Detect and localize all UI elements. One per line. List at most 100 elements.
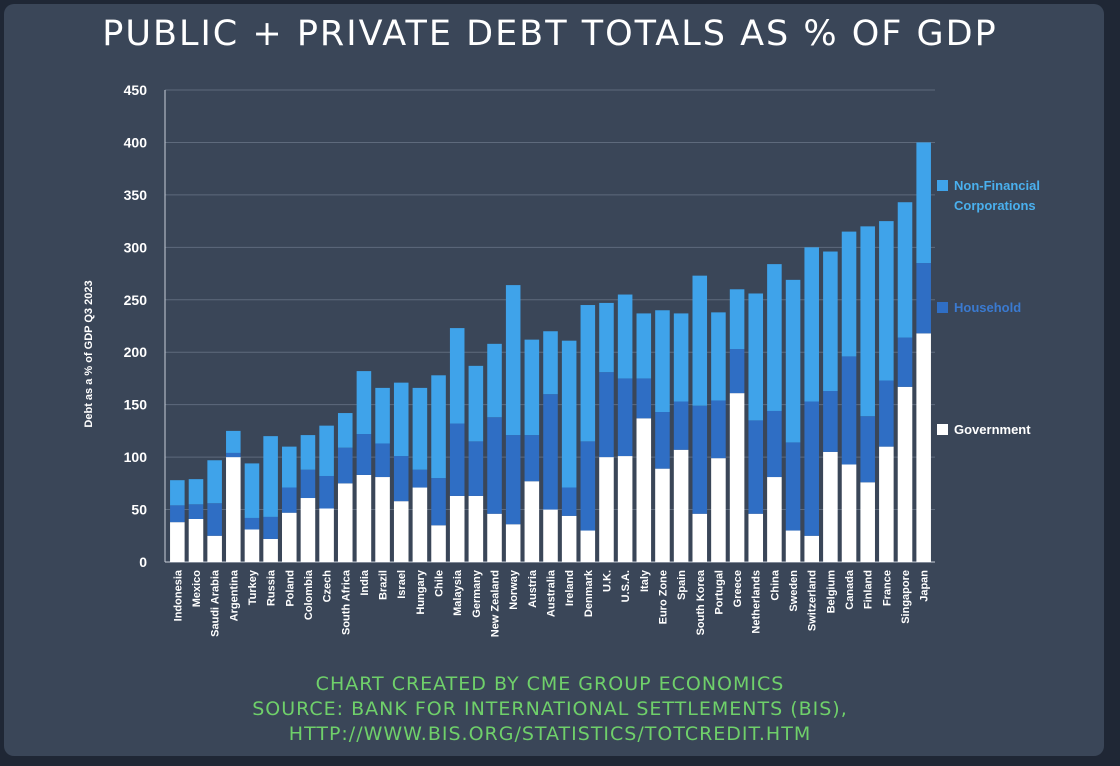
bar-corporations [655, 310, 670, 413]
bar-corporations [356, 371, 372, 435]
bar-corporations [711, 312, 726, 401]
bar-government [823, 451, 838, 562]
bar-household [244, 517, 260, 530]
bar-corporations [393, 382, 409, 457]
bar-corporations [337, 413, 353, 448]
x-tick-label: Argentina [228, 569, 240, 621]
source-line-credit: CHART CREATED BY CME GROUP ECONOMICS [315, 673, 785, 695]
x-tick-label: Colombia [303, 569, 315, 620]
x-tick-label: Finland [863, 570, 875, 609]
x-tick-label: Australia [546, 569, 558, 617]
bar-household [412, 469, 428, 488]
bar-government [263, 538, 278, 562]
bar-household [431, 478, 446, 526]
bar-household [543, 394, 558, 510]
x-tick-label: China [769, 569, 781, 600]
bar-government [879, 446, 894, 562]
bar-corporations [226, 430, 241, 453]
bar-corporations [785, 279, 801, 443]
bar-government [860, 482, 875, 562]
bar-corporations [860, 226, 875, 417]
bar-government [711, 458, 726, 562]
bar-household [375, 443, 390, 478]
legend-swatch [937, 424, 948, 435]
bar-household [897, 337, 913, 387]
bar-government [282, 512, 297, 562]
bar-government [729, 393, 745, 562]
bar-corporations [692, 275, 708, 406]
bar-corporations [207, 460, 222, 504]
bar-government [337, 483, 353, 562]
x-tick-label: Norway [508, 569, 520, 610]
bar-government [916, 333, 931, 562]
bar-household [226, 452, 241, 458]
bar-household [599, 372, 614, 458]
bar-corporations [580, 305, 596, 442]
bar-government [226, 457, 241, 562]
bar-corporations [431, 375, 446, 479]
bar-household [487, 417, 502, 514]
y-tick-label: 250 [124, 292, 148, 308]
chart-title: PUBLIC + PRIVATE DEBT TOTALS AS % OF GDP [102, 14, 998, 54]
x-tick-label: Ireland [564, 570, 576, 606]
bar-household [636, 378, 652, 419]
bar-household [804, 401, 819, 536]
x-tick-label: Greece [732, 570, 744, 607]
bar-household [282, 487, 297, 513]
bar-government [524, 481, 540, 562]
bar-government [580, 530, 596, 562]
bar-corporations [543, 331, 558, 395]
bar-government [244, 529, 260, 562]
x-tick-label: India [359, 569, 371, 596]
bar-corporations [841, 231, 857, 357]
bar-household [823, 391, 838, 452]
bar-government [767, 477, 782, 562]
x-tick-label: U.K. [601, 570, 613, 592]
bar-corporations [188, 479, 204, 505]
source-note: CHART CREATED BY CME GROUP ECONOMICS SOU… [0, 672, 1100, 747]
legend-label: Corporations [954, 198, 1036, 213]
bar-household [188, 504, 204, 519]
bar-government [207, 535, 222, 562]
bar-government [170, 522, 185, 562]
bar-household [300, 469, 316, 499]
legend-swatch [937, 302, 948, 313]
bar-government [449, 495, 465, 562]
x-tick-label: Belgium [825, 570, 837, 614]
bar-government [561, 515, 577, 562]
bar-household [673, 401, 689, 450]
bar-corporations [319, 425, 334, 476]
bar-government [655, 468, 670, 562]
x-tick-label: U.S.A. [620, 570, 632, 602]
bar-corporations [412, 387, 428, 470]
bar-government [897, 386, 913, 562]
bar-household [263, 516, 278, 539]
bar-government [599, 457, 614, 562]
bar-household [879, 380, 894, 447]
bar-household [580, 441, 596, 531]
bar-government [804, 535, 819, 562]
bar-household [785, 442, 801, 531]
y-tick-label: 100 [124, 449, 148, 465]
x-tick-label: Austria [527, 569, 539, 608]
bar-government [505, 524, 521, 562]
x-tick-label: Netherlands [751, 570, 763, 634]
bar-corporations [468, 365, 484, 442]
bar-household [916, 263, 931, 334]
bar-government [468, 495, 484, 562]
bar-government [487, 513, 502, 562]
bar-household [711, 400, 726, 459]
bar-government [543, 509, 558, 562]
y-axis-label: Debt as a % of GDP Q3 2023 [83, 280, 95, 427]
bar-corporations [524, 339, 540, 436]
x-tick-label: Euro Zone [657, 570, 669, 624]
bar-government [431, 525, 446, 562]
x-tick-label: Indonesia [172, 569, 184, 621]
bar-corporations [897, 202, 913, 338]
bar-government [356, 474, 372, 562]
x-tick-label: South Korea [695, 569, 707, 635]
bar-household [207, 503, 222, 536]
x-tick-label: New Zealand [490, 570, 502, 637]
bar-household [841, 356, 857, 465]
bar-corporations [673, 313, 689, 402]
